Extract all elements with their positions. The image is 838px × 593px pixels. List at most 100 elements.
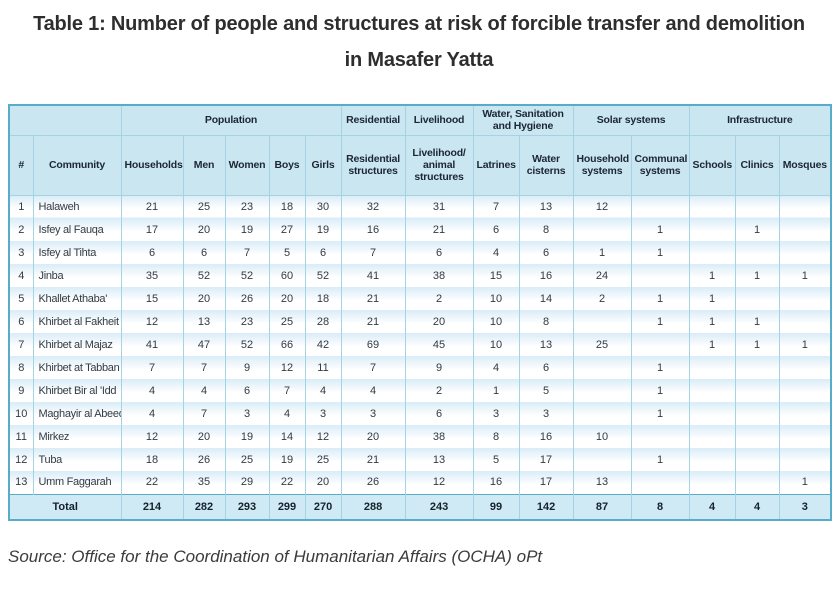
source-note: Source: Office for the Coordination of H… [8,547,543,566]
value-cell: 7 [472,195,520,218]
column-header-cell: Residential structures [340,134,406,196]
group-header-cell: Infrastructure [688,104,832,136]
value-cell: 20 [268,287,306,310]
value-cell: 4 [182,379,226,402]
value-cell: 12 [404,471,474,494]
value-cell: 6 [518,356,574,379]
value-cell: 7 [340,241,406,264]
value-cell [572,356,632,379]
value-cell: 1 [630,241,690,264]
value-cell: 1 [630,218,690,241]
table-row: 2 Isfey al Fauqa 17 20 19 27 19 16 21 6 8 1 1 [8,218,832,241]
value-cell: 3 [340,402,406,425]
row-index-cell: 11 [8,425,34,448]
total-value-cell: 243 [404,493,474,521]
value-cell: 18 [268,195,306,218]
value-cell: 19 [268,448,306,471]
table-row: 12 Tuba 18 26 25 19 25 21 13 5 17 1 [8,448,832,471]
value-cell [630,333,690,356]
value-cell: 32 [340,195,406,218]
value-cell [778,425,832,448]
total-value-cell: 214 [120,493,184,521]
value-cell [630,264,690,287]
community-cell: Khirbet al Majaz [32,333,122,356]
community-cell: Khallet Athaba' [32,287,122,310]
value-cell: 2 [404,379,474,402]
value-cell: 19 [224,425,270,448]
value-cell [688,471,736,494]
value-cell [734,402,780,425]
value-cell: 7 [120,356,184,379]
value-cell: 10 [572,425,632,448]
value-cell: 20 [182,425,226,448]
value-cell: 3 [472,402,520,425]
table-row: 6 Khirbet al Fakheit 12 13 23 25 28 21 20 10 8 1 1 1 [8,310,832,333]
value-cell: 1 [630,379,690,402]
total-value-cell: 4 [688,493,736,521]
value-cell [778,356,832,379]
column-header-cell: Girls [304,134,342,196]
value-cell: 26 [224,287,270,310]
value-cell: 6 [404,241,474,264]
value-cell: 3 [518,402,574,425]
value-cell: 1 [688,333,736,356]
value-cell: 6 [404,402,474,425]
value-cell: 21 [120,195,184,218]
value-cell: 24 [572,264,632,287]
value-cell: 5 [472,448,520,471]
value-cell [778,195,832,218]
value-cell: 6 [472,218,520,241]
value-cell: 8 [518,218,574,241]
total-value-cell: 288 [340,493,406,521]
community-cell: Khirbet Bir al 'Idd [32,379,122,402]
community-cell: Tuba [32,448,122,471]
table-row: 1 Halaweh 21 25 23 18 30 32 31 7 13 12 [8,195,832,218]
value-cell [572,402,632,425]
value-cell: 6 [304,241,342,264]
column-header-cell: Clinics [734,134,780,196]
value-cell: 19 [304,218,342,241]
total-value-cell: 299 [268,493,306,521]
group-header-cell [8,104,122,136]
value-cell: 20 [182,287,226,310]
value-cell: 19 [224,218,270,241]
value-cell: 1 [734,218,780,241]
value-cell [688,448,736,471]
value-cell: 8 [472,425,520,448]
value-cell: 12 [304,425,342,448]
value-cell: 18 [304,287,342,310]
value-cell: 16 [518,425,574,448]
column-header-cell: Mosques [778,134,832,196]
total-value-cell: 3 [778,493,832,521]
value-cell: 52 [224,264,270,287]
row-index-cell: 5 [8,287,34,310]
table-row: 11 Mirkez 12 20 19 14 12 20 38 8 16 10 [8,425,832,448]
table-head: Population Residential Livelihood Water, Sa… [8,104,832,196]
total-value-cell: 99 [472,493,520,521]
value-cell: 1 [630,402,690,425]
value-cell: 23 [224,310,270,333]
value-cell [778,310,832,333]
value-cell: 13 [572,471,632,494]
community-cell: Mirkez [32,425,122,448]
value-cell: 66 [268,333,306,356]
value-cell: 20 [304,471,342,494]
value-cell: 4 [304,379,342,402]
value-cell: 15 [472,264,520,287]
value-cell: 35 [182,471,226,494]
table-row: 10 Maghayir al Abeed 4 7 3 4 3 3 6 3 3 1 [8,402,832,425]
total-label-cell: Total [8,493,122,521]
value-cell: 1 [734,310,780,333]
value-cell: 21 [404,218,474,241]
column-header-cell: Latrines [472,134,520,196]
column-header-cell: Communal systems [630,134,690,196]
value-cell [778,448,832,471]
group-header-cell: Residential [340,104,406,136]
value-cell [688,218,736,241]
row-index-cell: 7 [8,333,34,356]
group-header-row: Population Residential Livelihood Water, Sa… [8,104,832,136]
value-cell: 1 [630,310,690,333]
value-cell [734,356,780,379]
community-cell: Khirbet al Fakheit [32,310,122,333]
value-cell [778,402,832,425]
